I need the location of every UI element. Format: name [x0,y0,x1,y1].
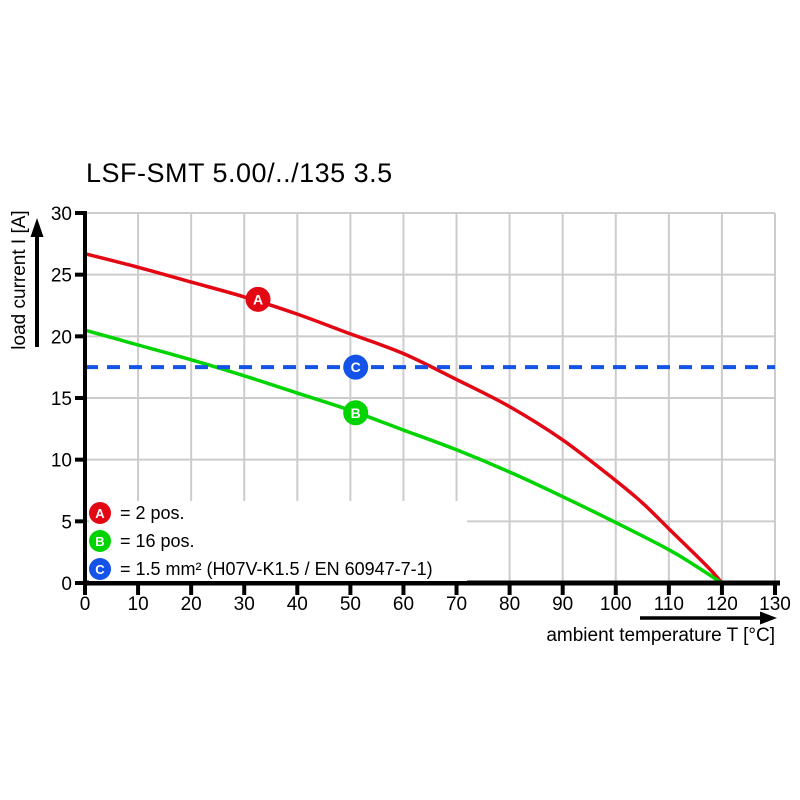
x-tick-label: 20 [181,594,202,615]
x-tick-label: 100 [600,594,632,615]
y-axis-title: load current I [A] [9,210,30,350]
marker-c [343,354,369,380]
x-tick-label: 30 [234,594,255,615]
chart-title: LSF-SMT 5.00/../135 3.5 [86,158,393,188]
x-tick-label: 120 [706,594,738,615]
x-tick-label: 130 [759,594,791,615]
x-axis-arrow-icon [760,611,777,625]
x-tick-label: 50 [340,594,361,615]
marker-a [245,286,271,312]
x-tick-label: 110 [654,594,684,615]
x-tick-label: 0 [80,594,91,615]
marker-a-letter: A [253,291,263,307]
x-tick-label: 70 [446,594,467,615]
y-tick-label: 15 [51,389,72,410]
y-tick-label: 20 [51,327,72,348]
series-b-curve [84,328,723,585]
legend-item-b: B = 16 pos. [89,529,467,553]
x-tick-label: 40 [287,594,308,615]
x-tick-label: 80 [499,594,520,615]
marker-c-letter: C [351,359,361,375]
y-tick-label: 30 [51,204,72,225]
x-tick-label: 60 [393,594,414,615]
marker-b [343,400,369,426]
x-tick-label: 10 [128,594,149,615]
chart-legend: A = 2 pos. B = 16 pos. C = 1.5 mm² (H07V… [89,501,467,581]
y-axis-arrow-icon [30,218,44,237]
legend-badge-c: C [89,558,111,580]
y-tick-label: 0 [61,574,72,595]
series-a-curve [84,252,724,585]
marker-b-letter: B [351,405,361,421]
x-axis-title: ambient temperature T [°C] [546,625,775,646]
y-tick-label: 5 [61,512,72,533]
legend-label-c: = 1.5 mm² (H07V-K1.5 / EN 60947-7-1) [120,558,433,579]
legend-label-b: = 16 pos. [120,530,195,551]
legend-item-c: C = 1.5 mm² (H07V-K1.5 / EN 60947-7-1) [89,557,467,581]
legend-label-a: = 2 pos. [120,502,185,523]
legend-item-a: A = 2 pos. [89,501,467,525]
y-tick-label: 25 [51,266,72,287]
x-tick-label: 90 [552,594,573,615]
y-tick-label: 10 [51,451,72,472]
legend-badge-a: A [89,502,111,524]
legend-badge-b: B [89,530,111,552]
